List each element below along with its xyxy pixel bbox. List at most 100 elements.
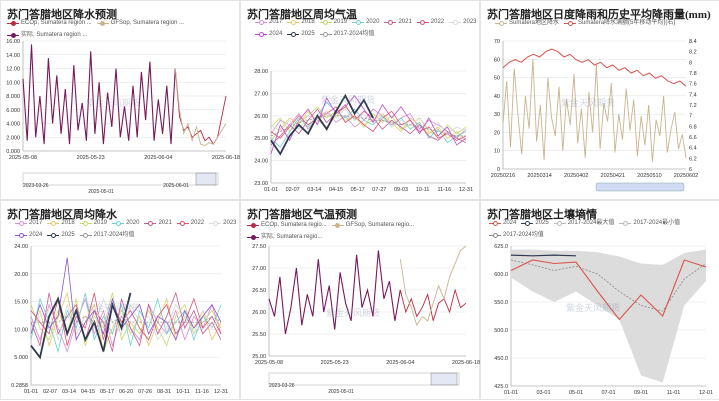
legend-item[interactable]: 2023: [449, 18, 477, 27]
legend-item[interactable]: 2020: [112, 219, 139, 228]
panel-temp-forecast: 27.50 27.00 26.50 26.00 25.50 25.00 2025-05-08…: [240, 200, 480, 400]
chart-legend: 2017 2018 2019 2020 2021 2022 2023 2024 2025 2017…: [255, 18, 485, 41]
legend-swatch: [247, 223, 259, 229]
legend-label: 2019: [333, 19, 348, 25]
legend-label: 2021: [158, 220, 172, 226]
x-tick-label: 09-01: [634, 390, 648, 396]
series-line: [30, 257, 222, 342]
y-tick-label: 16.00: [6, 39, 20, 45]
legend-swatch: [384, 20, 397, 26]
y2-tick-label: 8.4: [689, 39, 697, 45]
legend-swatch: [96, 21, 109, 27]
legend-swatch: [564, 21, 577, 27]
legend-item[interactable]: 2017-2024均值: [489, 231, 544, 240]
legend-item[interactable]: 2025: [47, 231, 75, 240]
legend-item[interactable]: 2017: [15, 219, 42, 228]
panel-daily-rain: 70 60 50 40 30 20 10 0 8.4 8.2 8 7.8 7.6 7.4 7.2 7 6.8 6.…: [480, 0, 719, 200]
legend-swatch: [112, 221, 125, 227]
y-tick-label: 26.00: [252, 310, 266, 316]
legend-swatch: [287, 31, 300, 37]
legend-item[interactable]: 2020: [352, 18, 379, 27]
minmax-band: [511, 249, 706, 383]
legend-swatch: [15, 232, 27, 238]
x-tick-label: 2025-05-08: [9, 155, 37, 161]
series-line-average: [510, 259, 707, 312]
legend-swatch: [489, 221, 501, 227]
legend-item[interactable]: 2017: [255, 18, 282, 27]
legend-label: 2019: [93, 220, 108, 226]
legend-item[interactable]: GFSop, Sumatera region ...: [96, 19, 185, 28]
x-tick-label: 10-11: [416, 187, 430, 193]
y-tick-label: 27.00: [252, 266, 266, 272]
x-tick-label: 02-07: [43, 389, 57, 395]
legend-item[interactable]: Sumatera地区降水: [495, 19, 559, 28]
y-tick-label: 425.0: [494, 384, 508, 390]
y2-tick-label: 7.4: [689, 92, 697, 98]
y-tick-label: 450.0: [494, 356, 508, 362]
watermark: 紫金天风期货: [326, 308, 381, 318]
legend-item[interactable]: 2018: [47, 219, 75, 228]
legend-item[interactable]: Sumatera降水满额(5年移动平均)(右): [564, 19, 675, 28]
legend-label: 2020: [366, 19, 380, 25]
legend-item[interactable]: 实际, Sumatera regio...: [247, 233, 322, 242]
y-tick-label: 70: [494, 39, 500, 45]
y-tick-label: 8.000: [6, 94, 20, 100]
legend-item[interactable]: 2022: [176, 219, 204, 228]
x-tick-label: 20250216: [491, 173, 515, 179]
y-tick-label: 10.00: [6, 80, 20, 86]
y-tick-label: 10.00: [14, 327, 28, 333]
x-tick-label: 05-17: [351, 187, 365, 193]
legend-item[interactable]: ECOp, Sumatera regio...: [247, 221, 327, 230]
legend-item[interactable]: 2024: [489, 219, 516, 228]
legend-label: 2020: [126, 220, 140, 226]
x-tick-label: 11-16: [437, 187, 451, 193]
y2-tick-label: 7.8: [689, 71, 697, 77]
legend-item[interactable]: 2019: [79, 219, 108, 228]
chart-legend: ECOp, Sumatera region ... GFSop, Sumatera…: [7, 19, 237, 42]
series-line: [31, 315, 222, 323]
panel-title: 苏门答腊地区日度降雨和历史平均降雨量(mm): [487, 9, 711, 21]
legend-item[interactable]: 2017-2024最大值: [553, 219, 614, 228]
legend-item[interactable]: 2024: [15, 231, 42, 240]
x-tick-label: 2025-06-04: [144, 155, 172, 161]
legend-item[interactable]: 2021: [144, 219, 172, 228]
y-tick-label: 625.0: [494, 244, 508, 250]
panel-weekly-rain: 24.00 20.00 15.00 10.00 5.000 0.2858 01-01 02-0…: [0, 200, 240, 400]
legend-item[interactable]: GFSop, Sumatera regio...: [331, 221, 414, 230]
legend-item[interactable]: 2022: [416, 18, 444, 27]
panel-title: 苏门答腊地区气温预测: [247, 209, 357, 221]
legend-item[interactable]: 2021: [384, 18, 412, 27]
legend-item[interactable]: 2023: [209, 219, 237, 228]
series-line-2025: [510, 254, 577, 257]
y2-tick-label: 6.4: [689, 146, 697, 152]
legend-item[interactable]: 实际, Sumatera region ...: [7, 31, 87, 40]
y-tick-label: 23.00: [254, 181, 268, 187]
zoom-slider: [268, 372, 460, 386]
legend-item[interactable]: 2017-2024均值: [319, 30, 375, 39]
legend-label: 2017-2024最小值: [633, 220, 681, 226]
y-tick-label: 25.00: [254, 136, 268, 142]
series-line-5y-average: [502, 48, 687, 87]
panel-title: 苏门答腊地区土壤墒情: [487, 209, 597, 221]
legend-item[interactable]: ECOp, Sumatera region ...: [7, 19, 92, 28]
legend-item[interactable]: 2019: [319, 18, 348, 27]
legend-label: GFSop, Sumatera region ...: [110, 20, 185, 26]
legend-item[interactable]: 2025: [521, 219, 549, 228]
y-tick-label: 25.00: [252, 354, 266, 360]
legend-swatch: [319, 20, 332, 26]
legend-label: ECOp, Sumatera region ...: [21, 20, 92, 26]
y2-tick-label: 7.6: [689, 82, 697, 88]
series-line: [30, 292, 132, 360]
y-tick-label: 14.00: [6, 53, 20, 59]
legend-label: 2017-2024均值: [333, 30, 375, 37]
legend-item[interactable]: 2025: [287, 30, 315, 39]
legend-item[interactable]: 2017-2024均值: [79, 231, 134, 240]
series-line-actual: [268, 250, 401, 335]
legend-item[interactable]: 2024: [255, 30, 282, 39]
x-tick-label: 07-01: [601, 390, 615, 396]
y-tick-label: 26.50: [252, 288, 266, 294]
legend-item[interactable]: 2018: [287, 18, 315, 27]
y-tick-label: 0.2858: [11, 383, 28, 389]
legend-item[interactable]: 2017-2024最小值: [619, 219, 680, 228]
y2-tick-label: 7.2: [689, 103, 697, 109]
